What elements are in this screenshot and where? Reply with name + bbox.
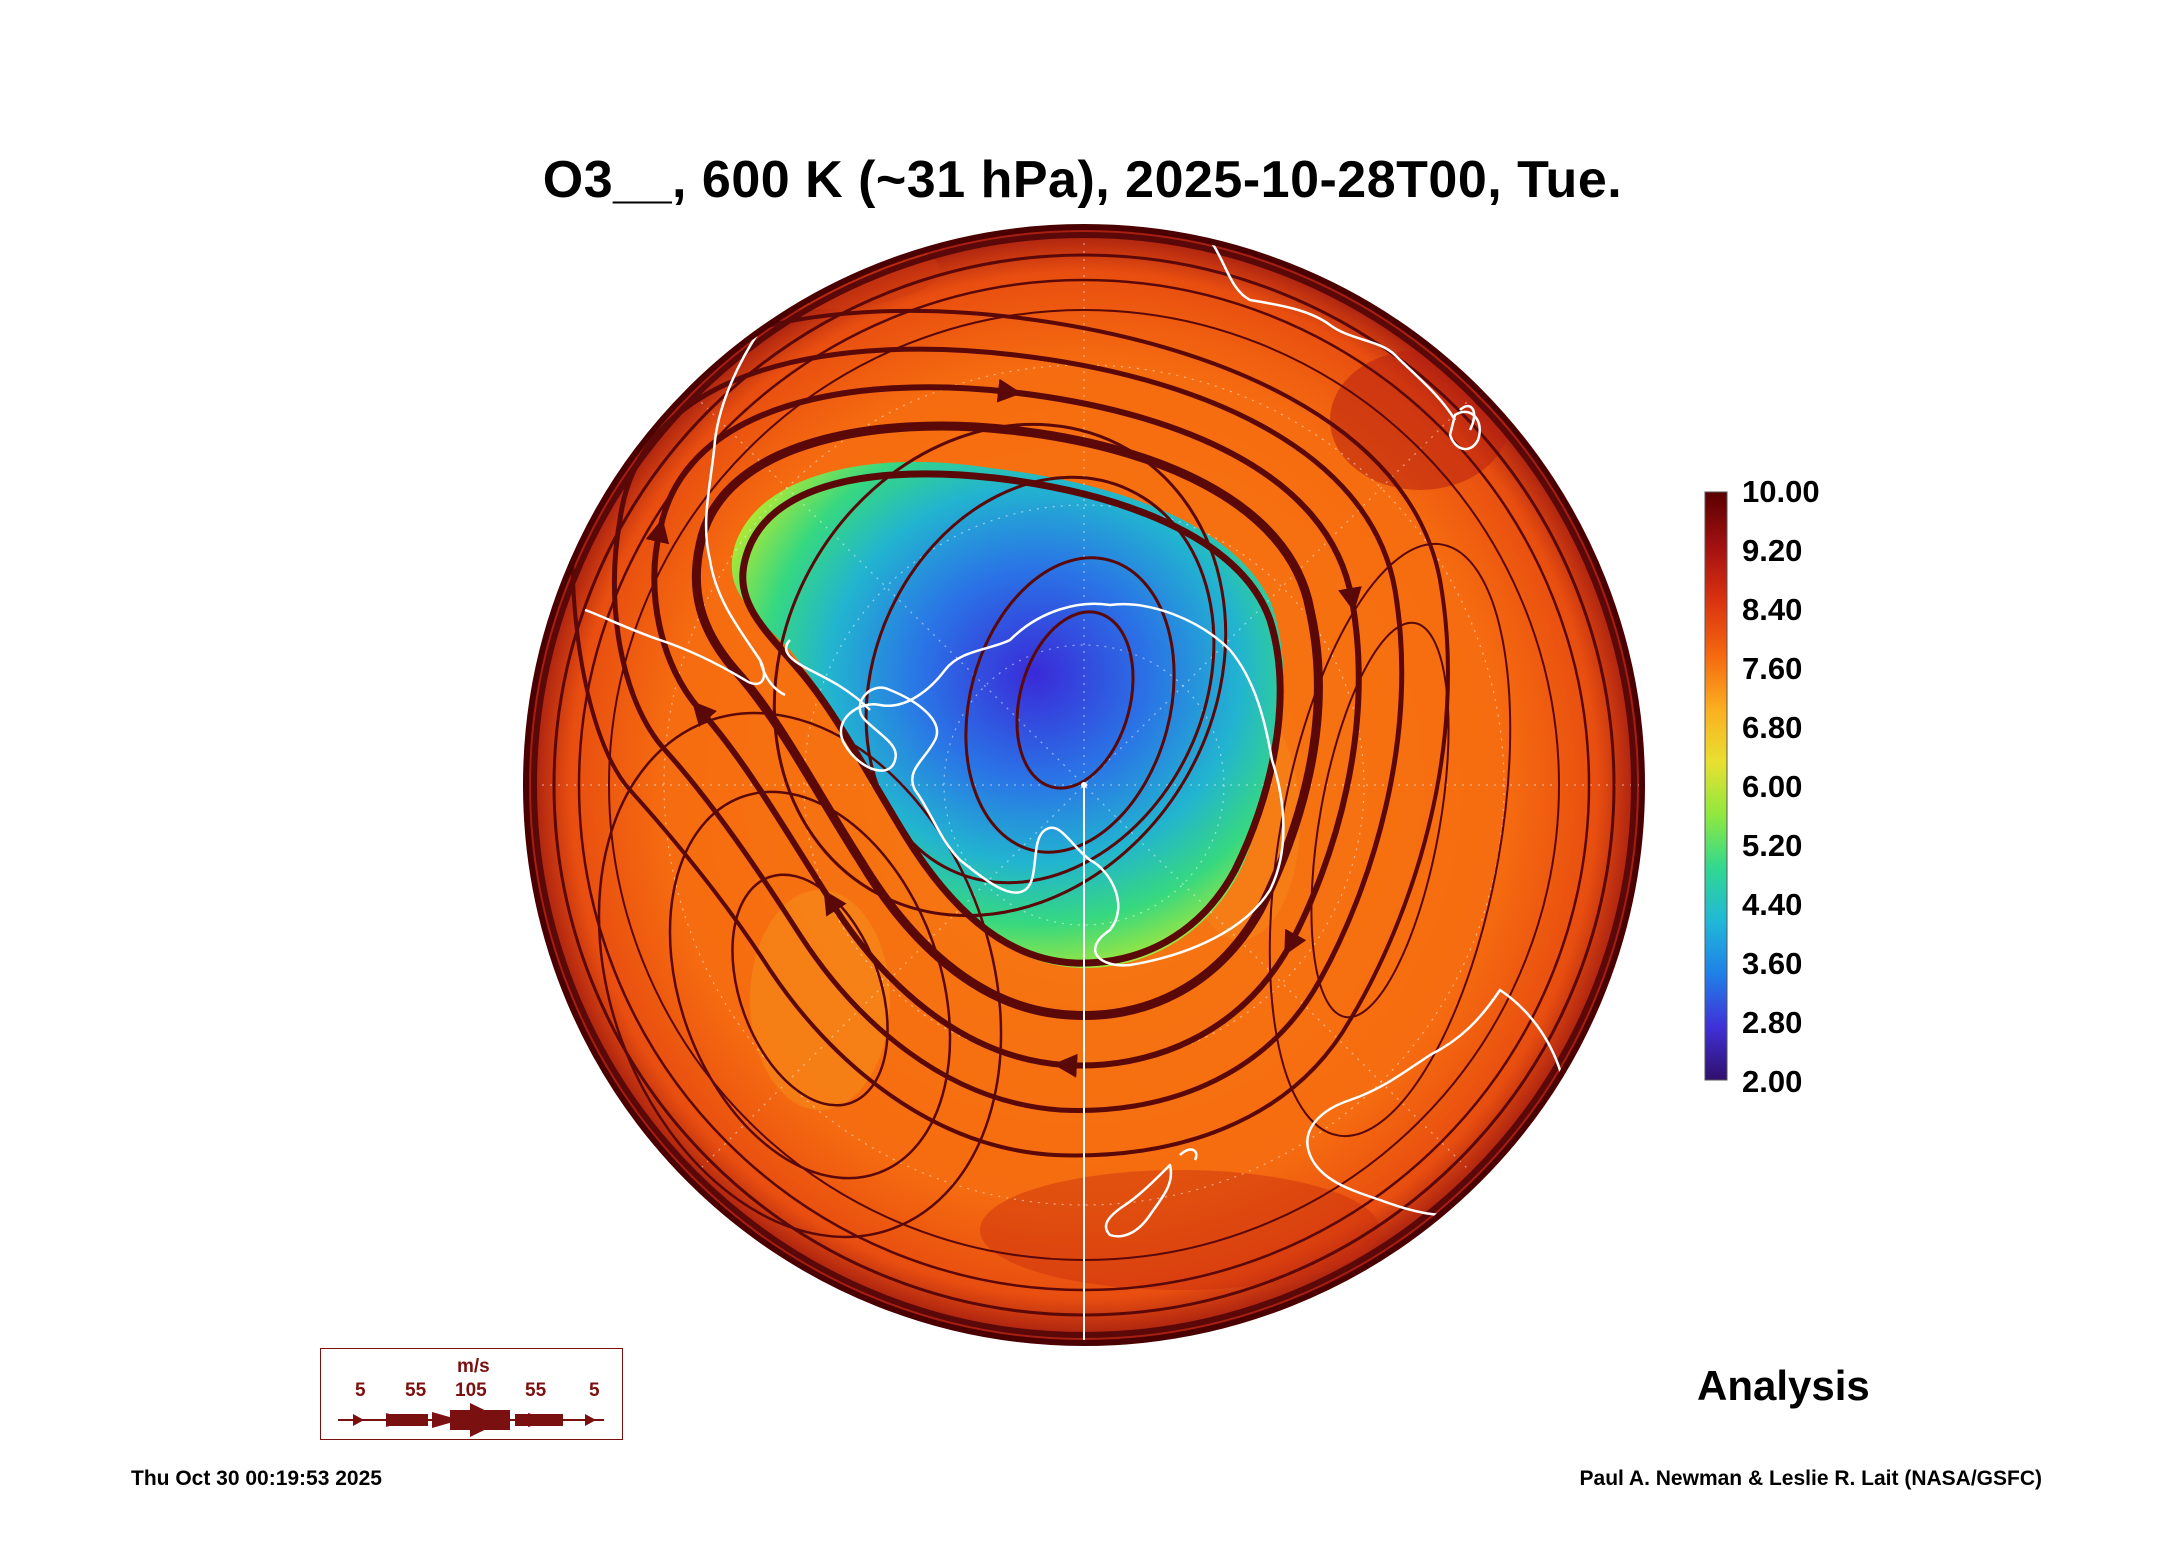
legend-unit: m/s (457, 1356, 490, 1377)
ozone-max-region (980, 1170, 1380, 1290)
colorbar-label: 6.80 (1742, 710, 1803, 745)
colorbar (1704, 491, 1728, 1081)
colorbar-label: 5.20 (1742, 828, 1803, 863)
legend-speed: 5 (355, 1380, 366, 1401)
colorbar-label: 8.40 (1742, 592, 1803, 627)
colorbar-label: 2.80 (1742, 1005, 1803, 1040)
map-boundary (523, 224, 1645, 1346)
map-disk (526, 227, 1642, 1343)
colorbar-label: 7.60 (1742, 651, 1803, 686)
legend-speed: 5 (589, 1380, 600, 1401)
analysis-label: Analysis (1697, 1362, 1870, 1409)
footer-credit: Paul A. Newman & Leslie R. Lait (NASA/GS… (1579, 1467, 2042, 1490)
south-pole-marker (1081, 782, 1087, 788)
ozone-max-region (1330, 350, 1510, 490)
footer-timestamp: Thu Oct 30 00:19:53 2025 (131, 1467, 382, 1490)
wind-legend-arrow (338, 1403, 604, 1437)
map-title: O3__, 600 K (~31 hPa), 2025-10-28T00, Tu… (542, 151, 1623, 209)
streamlines (531, 232, 1637, 1338)
colorbar-label: 4.40 (1742, 887, 1803, 922)
colorbar-label: 10.00 (1742, 474, 1820, 509)
legend-speed: 55 (405, 1380, 427, 1401)
wind-speed-legend (320, 1348, 623, 1440)
colorbar-label: 2.00 (1742, 1064, 1803, 1099)
legend-speed: 105 (455, 1380, 487, 1401)
colorbar-label: 9.20 (1742, 533, 1803, 568)
colorbar-label: 6.00 (1742, 769, 1803, 804)
colorbar-label: 3.60 (1742, 946, 1803, 981)
legend-speed: 55 (525, 1380, 547, 1401)
